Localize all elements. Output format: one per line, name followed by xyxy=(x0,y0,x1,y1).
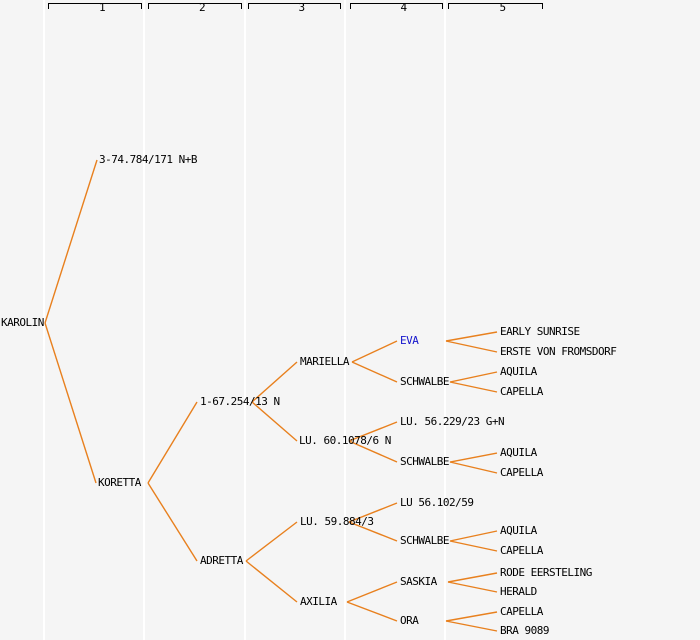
pedigree-edge xyxy=(44,159,98,324)
pedigree-edge xyxy=(351,340,398,363)
tree-node-capella-4[interactable]: CAPELLA xyxy=(500,605,543,618)
tree-node-lu-59-884-3[interactable]: LU. 59.884/3 xyxy=(300,515,374,528)
pedigree-edge xyxy=(44,322,97,484)
tree-node-capella-3[interactable]: CAPELLA xyxy=(500,544,543,557)
generation-number: 2 xyxy=(198,1,206,14)
generation-bracket-1 xyxy=(48,3,142,9)
pedigree-edge xyxy=(449,540,498,552)
tree-node-capella-2[interactable]: CAPELLA xyxy=(500,466,543,479)
pedigree-edge xyxy=(445,340,498,353)
tree-node-herald[interactable]: HERALD xyxy=(500,585,537,598)
tree-node-erste-von-fromsdorf[interactable]: ERSTE VON FROMSDORF xyxy=(500,345,617,358)
pedigree-edge xyxy=(445,611,498,622)
tree-node-reg-1-67-254-13[interactable]: 1-67.254/13 N xyxy=(200,395,280,408)
tree-node-aquila-1[interactable]: AQUILA xyxy=(500,365,537,378)
pedigree-edge xyxy=(449,452,498,463)
tree-node-reg-3-74-784-171[interactable]: 3-74.784/171 N+B xyxy=(99,153,197,166)
tree-node-lu-56-229-23[interactable]: LU. 56.229/23 G+N xyxy=(400,415,505,428)
generation-bracket-4 xyxy=(350,3,443,9)
column-separator xyxy=(344,0,346,640)
pedigree-edge xyxy=(245,560,298,603)
pedigree-edge xyxy=(449,461,498,474)
pedigree-edge xyxy=(147,401,198,484)
tree-node-rode-eersteling[interactable]: RODE EERSTELING xyxy=(500,566,592,579)
pedigree-edge xyxy=(445,331,498,342)
column-separator xyxy=(143,0,145,640)
tree-node-lu-60-1078-6[interactable]: LU. 60.1078/6 N xyxy=(299,434,391,447)
tree-node-early-sunrise[interactable]: EARLY SUNRISE xyxy=(500,325,580,338)
tree-node-aquila-3[interactable]: AQUILA xyxy=(500,524,537,537)
pedigree-edge xyxy=(351,361,398,383)
pedigree-edge xyxy=(346,581,398,603)
tree-node-axilia[interactable]: AXILIA xyxy=(300,595,337,608)
tree-node-capella-1[interactable]: CAPELLA xyxy=(500,385,543,398)
tree-node-lu-56-102-59[interactable]: LU 56.102/59 xyxy=(400,496,474,509)
generation-bracket-5 xyxy=(448,3,543,9)
tree-node-saskia[interactable]: SASKIA xyxy=(400,575,437,588)
generation-bracket-3 xyxy=(248,3,341,9)
tree-node-mariella[interactable]: MARIELLA xyxy=(300,355,349,368)
pedigree-edge xyxy=(245,521,298,562)
tree-node-adretta[interactable]: ADRETTA xyxy=(200,554,243,567)
generation-bracket-2 xyxy=(148,3,242,9)
tree-node-aquila-2[interactable]: AQUILA xyxy=(500,446,537,459)
pedigree-edge xyxy=(346,601,398,622)
pedigree-edge xyxy=(449,530,498,542)
pedigree-edge xyxy=(147,482,198,562)
column-separator xyxy=(244,0,246,640)
pedigree-edge xyxy=(449,371,498,383)
tree-node-koretta[interactable]: KORETTA xyxy=(98,476,141,489)
tree-node-schwalbe-3[interactable]: SCHWALBE xyxy=(400,534,449,547)
pedigree-edge xyxy=(447,581,498,593)
generation-number: 4 xyxy=(400,1,407,14)
generation-number: 3 xyxy=(298,1,305,14)
generation-number: 5 xyxy=(499,1,506,14)
tree-node-ora[interactable]: ORA xyxy=(400,614,419,627)
pedigree-edge xyxy=(449,381,498,393)
tree-node-schwalbe-2[interactable]: SCHWALBE xyxy=(400,455,449,468)
generation-number: 1 xyxy=(98,1,106,14)
tree-node-karolin[interactable]: KAROLIN xyxy=(1,316,44,329)
tree-node-schwalbe-1[interactable]: SCHWALBE xyxy=(400,375,449,388)
tree-node-eva[interactable]: EVA xyxy=(400,334,419,347)
column-separator xyxy=(444,0,446,640)
pedigree-edge xyxy=(447,572,498,583)
column-separator xyxy=(43,0,45,640)
tree-node-bra-9089[interactable]: BRA 9089 xyxy=(500,624,549,637)
pedigree-edge xyxy=(445,620,498,632)
